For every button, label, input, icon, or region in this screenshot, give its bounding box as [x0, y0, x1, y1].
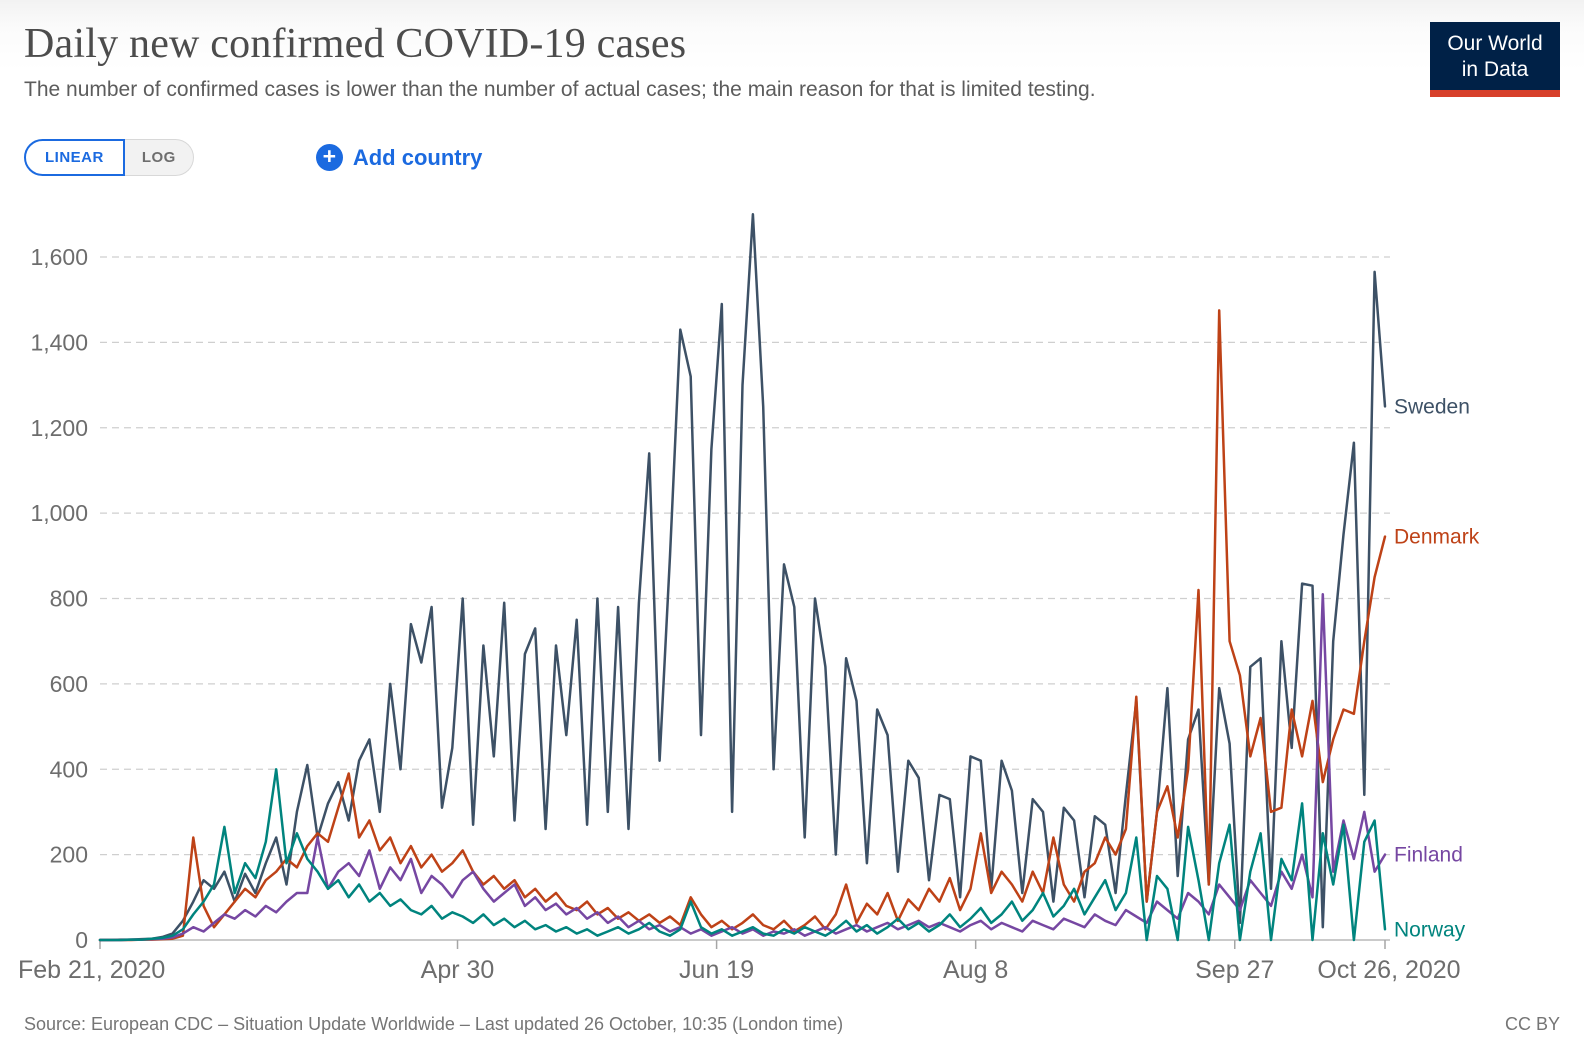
x-axis-tick-label: Aug 8 [943, 956, 1008, 984]
scale-toggle: LINEAR LOG [24, 139, 194, 176]
owid-logo-accent-bar [1430, 90, 1560, 97]
series-label-finland: Finland [1394, 844, 1463, 867]
y-axis-tick-label: 800 [50, 586, 88, 612]
owid-logo[interactable]: Our World in Data [1430, 22, 1560, 97]
x-axis-tick-label: Feb 21, 2020 [18, 956, 165, 984]
chart-footer: Source: European CDC – Situation Update … [24, 1014, 1560, 1035]
y-axis-tick-label: 1,600 [30, 244, 88, 270]
log-scale-button[interactable]: LOG [124, 139, 194, 176]
owid-logo-line2: in Data [1461, 58, 1529, 81]
page-subtitle: The number of confirmed cases is lower t… [24, 78, 1096, 101]
series-line-sweden[interactable] [98, 213, 1387, 942]
license-note[interactable]: CC BY [1504, 1014, 1560, 1034]
owid-logo-text: Our World in Data [1430, 22, 1560, 90]
series-line-finland[interactable] [98, 592, 1387, 942]
y-axis-tick-label: 1,200 [30, 415, 88, 441]
x-axis-tick-label: Jun 19 [679, 956, 754, 984]
y-axis-tick-label: 600 [50, 671, 88, 697]
series-line-denmark[interactable] [98, 309, 1387, 942]
series-label-sweden: Sweden [1394, 395, 1470, 418]
y-axis-tick-label: 0 [75, 927, 88, 953]
add-country-label: Add country [352, 144, 483, 170]
plus-icon: + [315, 144, 343, 171]
chart-controls: LINEAR LOG + Add country [24, 139, 482, 176]
series-line-norway[interactable] [98, 768, 1387, 942]
x-axis-tick-label: Sep 27 [1195, 956, 1274, 984]
page-top-gradient [0, 0, 1584, 70]
x-axis-tick-label: Oct 26, 2020 [1317, 956, 1460, 984]
y-axis-tick-label: 1,400 [30, 329, 88, 355]
source-note: Source: European CDC – Situation Update … [24, 1014, 844, 1034]
owid-logo-line1: Our World [1447, 32, 1543, 55]
add-country-button[interactable]: + Add country [315, 144, 483, 171]
y-axis-tick-label: 200 [50, 842, 88, 868]
y-axis-tick-label: 400 [50, 756, 88, 782]
page-title: Daily new confirmed COVID-19 cases [24, 21, 687, 67]
x-axis-tick-label: Apr 30 [421, 956, 495, 984]
series-label-denmark: Denmark [1394, 526, 1480, 549]
y-axis-tick-label: 1,000 [30, 500, 88, 526]
chart-area: 0 200 400 600 800 1,000 1,200 1,400 1,600 Feb 21,… [0, 195, 1584, 1010]
series-label-norway: Norway [1394, 918, 1466, 941]
linear-scale-button[interactable]: LINEAR [24, 139, 125, 176]
chart-canvas[interactable]: 0 200 400 600 800 1,000 1,200 1,400 1,600 Feb 21,… [0, 195, 1584, 1010]
